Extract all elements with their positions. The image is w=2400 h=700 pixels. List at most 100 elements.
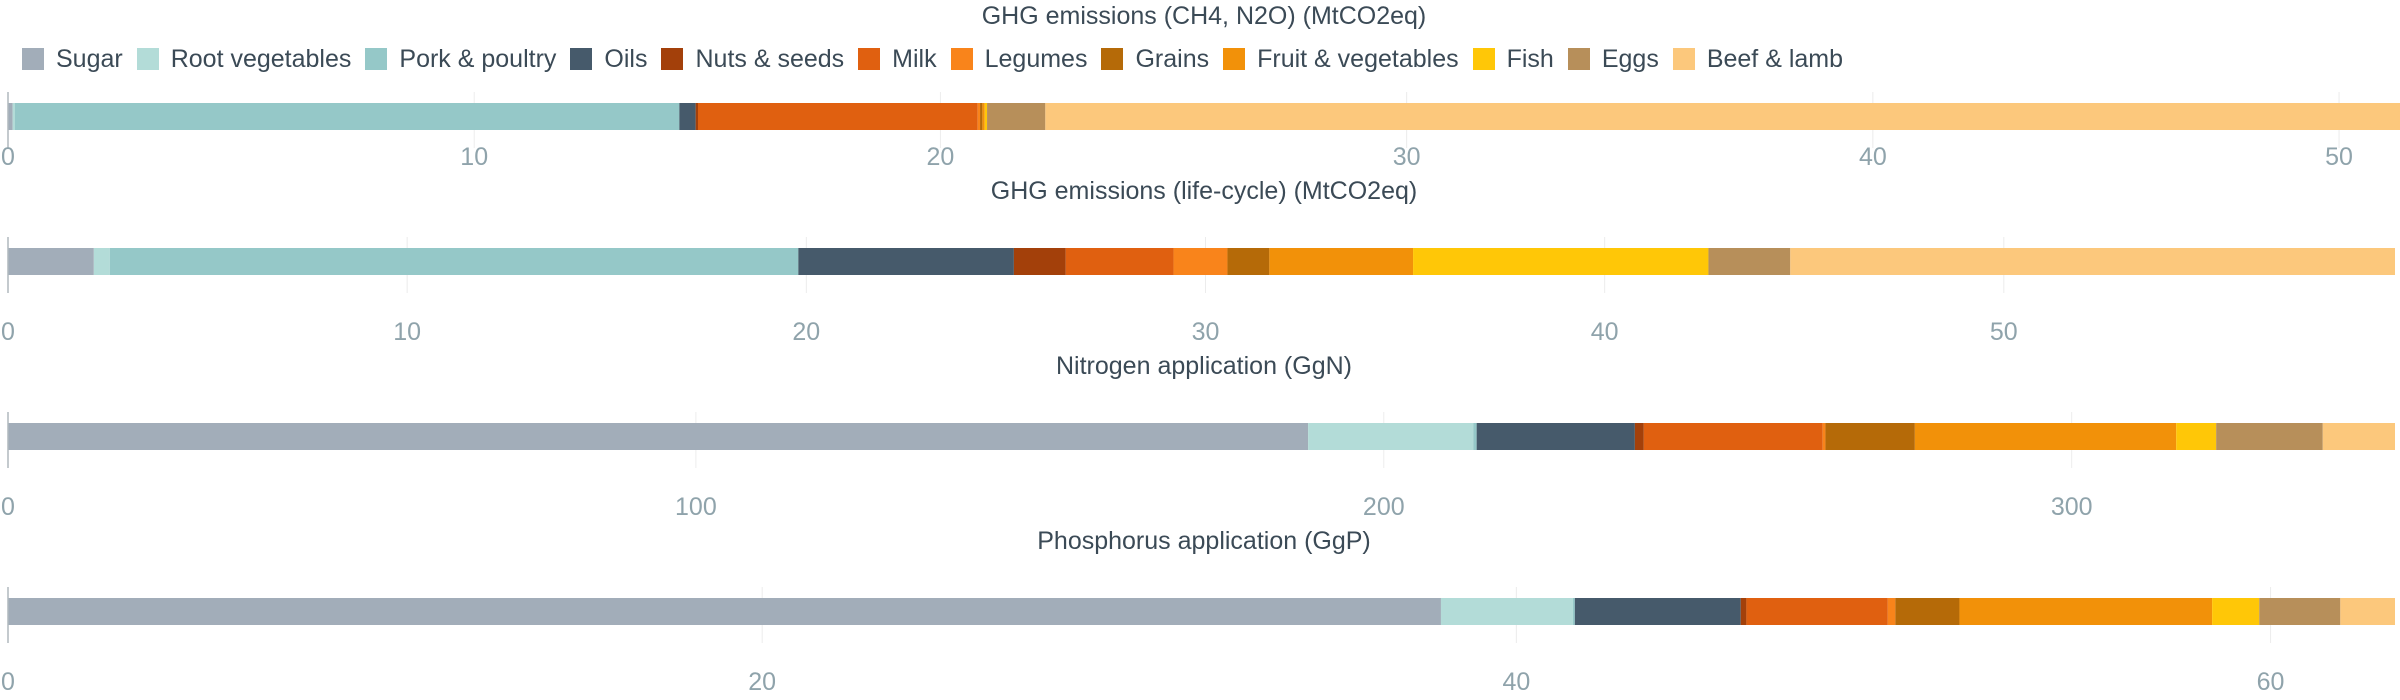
legend-label: Grains — [1135, 44, 1210, 73]
legend-swatch — [950, 48, 973, 70]
bar-segment[interactable] — [8, 423, 1309, 450]
legend-item[interactable]: Beef & lamb — [1672, 45, 1843, 74]
bar-segment[interactable] — [1887, 598, 1896, 625]
chart-legend: Sugar Root vegetables Pork & poultry Oils Nu… — [22, 42, 1857, 76]
tick-label: 20 — [748, 668, 776, 696]
tick-label: 40 — [1859, 143, 1887, 171]
bar-segment[interactable] — [987, 103, 1046, 130]
legend-label: Milk — [892, 44, 937, 73]
legend-label: Fruit & vegetables — [1257, 44, 1459, 73]
bar-segment[interactable] — [984, 103, 988, 130]
bar-segment[interactable] — [1746, 598, 1888, 625]
legend-swatch — [661, 48, 684, 70]
chart-title: GHG emissions (CH4, N2O) (MtCO2eq) — [982, 2, 1427, 30]
legend-swatch — [1223, 48, 1246, 70]
legend-item[interactable]: Oils — [570, 45, 647, 74]
bar-segment[interactable] — [8, 248, 94, 275]
bar-segment[interactable] — [2340, 598, 2395, 625]
bar-segment[interactable] — [679, 103, 696, 130]
bar-segment[interactable] — [1895, 598, 1960, 625]
legend-item[interactable]: Grains — [1101, 45, 1209, 74]
legend-swatch — [136, 48, 159, 70]
bar-segment[interactable] — [93, 248, 110, 275]
legend-item[interactable]: Legumes — [950, 44, 1088, 74]
bar-segment[interactable] — [8, 598, 1441, 625]
tick-label: 10 — [460, 143, 488, 171]
tick-label: 100 — [675, 493, 717, 521]
tick-label: 50 — [2325, 143, 2353, 171]
bar-segment[interactable] — [2259, 598, 2341, 625]
tick-label: 40 — [1502, 668, 1530, 696]
chart-title: Phosphorus application (GgP) — [1037, 527, 1371, 555]
bar-segment[interactable] — [2216, 423, 2323, 450]
chart-panel: GHG emissions (CH4, N2O) (MtCO2eq) 0 10 20 3… — [1, 2, 2400, 171]
bar-segment[interactable] — [1959, 598, 2213, 625]
chart-title: GHG emissions (life-cycle) (MtCO2eq) — [991, 177, 1417, 205]
bar-segment[interactable] — [1269, 248, 1414, 275]
bar-segment[interactable] — [977, 103, 981, 130]
bar-segment[interactable] — [1790, 248, 2395, 275]
legend-label: Sugar — [56, 44, 123, 73]
bar-segment[interactable] — [2212, 598, 2260, 625]
bar-segment[interactable] — [1708, 248, 1791, 275]
chart-panel: Nitrogen application (GgN) 0 100 200 300 — [1, 352, 2395, 521]
tick-label: 20 — [927, 143, 955, 171]
bar-segment[interactable] — [798, 248, 1014, 275]
bar-segment[interactable] — [1574, 598, 1741, 625]
bar-segment[interactable] — [14, 103, 680, 130]
bar-segment[interactable] — [1822, 423, 1826, 450]
bar-segment[interactable] — [1572, 598, 1575, 625]
bar-segment[interactable] — [697, 103, 978, 130]
bar-segment[interactable] — [12, 103, 15, 130]
bar-segment[interactable] — [8, 103, 13, 130]
tick-label: 30 — [1192, 318, 1220, 346]
legend-swatch — [1101, 48, 1124, 70]
tick-label: 0 — [1, 668, 15, 696]
legend-item[interactable]: Fruit & vegetables — [1223, 45, 1459, 74]
tick-label: 50 — [1990, 318, 2018, 346]
legend-label: Eggs — [1601, 44, 1659, 73]
bar-segment[interactable] — [1740, 598, 1747, 625]
legend-swatch — [1472, 48, 1495, 70]
legend-item[interactable]: Milk — [858, 44, 937, 74]
bar-segment[interactable] — [1473, 423, 1477, 450]
tick-label: 200 — [1363, 493, 1405, 521]
bar-segment[interactable] — [1440, 598, 1573, 625]
bar-segment[interactable] — [1045, 103, 2400, 130]
bar-segment[interactable] — [1825, 423, 1915, 450]
legend-item[interactable]: Sugar — [22, 45, 123, 74]
bar-segment[interactable] — [1308, 423, 1474, 450]
bar-segment[interactable] — [1173, 248, 1228, 275]
bar-segment[interactable] — [695, 103, 698, 130]
bar-segment[interactable] — [1914, 423, 2177, 450]
tick-label: 20 — [792, 318, 820, 346]
bar-segment[interactable] — [1476, 423, 1635, 450]
legend-swatch — [22, 48, 44, 70]
bar-segment[interactable] — [980, 103, 983, 130]
bar-segment[interactable] — [109, 248, 799, 275]
legend-item[interactable]: Pork & poultry — [365, 45, 556, 74]
bar-segment[interactable] — [1227, 248, 1270, 275]
legend-item[interactable]: Eggs — [1567, 44, 1659, 74]
tick-label: 40 — [1591, 318, 1619, 346]
bar-segment[interactable] — [982, 103, 985, 130]
bar-segment[interactable] — [1634, 423, 1644, 450]
bar-segment[interactable] — [2322, 423, 2395, 450]
legend-swatch — [570, 48, 593, 70]
tick-label: 60 — [2257, 668, 2285, 696]
tick-label: 0 — [1, 318, 15, 346]
bar-segment[interactable] — [2176, 423, 2217, 450]
legend-swatch — [365, 48, 388, 70]
legend-swatch — [858, 48, 881, 70]
bar-segment[interactable] — [1643, 423, 1823, 450]
bar-segment[interactable] — [1013, 248, 1066, 275]
legend-item[interactable]: Fish — [1472, 45, 1554, 74]
tick-label: 30 — [1393, 143, 1421, 171]
legend-label: Nuts & seeds — [695, 44, 845, 73]
legend-item[interactable]: Nuts & seeds — [661, 45, 844, 74]
bar-segment[interactable] — [1065, 248, 1174, 275]
bar-segment[interactable] — [1413, 248, 1709, 275]
legend-label: Legumes — [984, 44, 1088, 73]
legend-item[interactable]: Root vegetables — [136, 45, 351, 74]
legend-swatch — [1567, 48, 1590, 70]
